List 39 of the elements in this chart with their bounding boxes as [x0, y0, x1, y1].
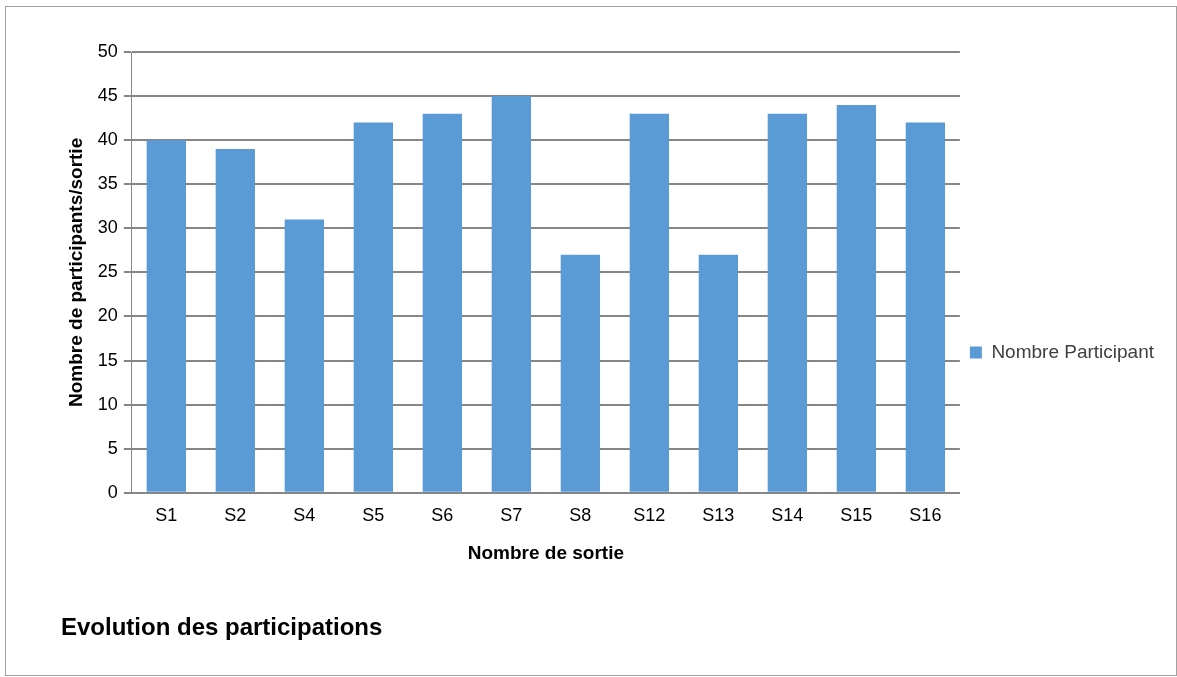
x-tick-label: S7: [500, 504, 523, 525]
bar: [422, 113, 463, 492]
bar: [767, 113, 808, 492]
x-axis-title: Nombre de sortie: [467, 542, 624, 564]
x-tick-label: S4: [293, 504, 316, 525]
bar: [560, 254, 601, 492]
x-tick-label: S6: [431, 504, 454, 525]
x-tick-label: S13: [702, 504, 735, 525]
bar: [146, 140, 186, 492]
bar: [698, 254, 739, 492]
x-tick-label: S5: [362, 504, 385, 525]
y-tick-label: 15: [97, 349, 118, 370]
bar: [284, 219, 324, 492]
x-tick-label: S12: [633, 504, 666, 525]
bar: [905, 122, 946, 492]
x-tick-label: S8: [569, 504, 592, 525]
x-tick-label: S15: [840, 504, 873, 525]
y-tick-label: 30: [97, 217, 118, 238]
y-tick-label: 20: [97, 305, 118, 326]
bar: [491, 96, 532, 492]
bar: [215, 148, 255, 492]
y-tick-label: 10: [97, 393, 118, 414]
x-tick-label: S2: [224, 504, 247, 525]
y-tick-label: 50: [97, 40, 118, 61]
x-tick-label: S16: [909, 504, 942, 525]
legend-label: Nombre Participant: [991, 340, 1155, 362]
y-tick-label: 25: [97, 261, 118, 282]
x-tick-label: S1: [155, 504, 178, 525]
y-tick-label: 35: [97, 173, 118, 194]
y-tick-label: 40: [97, 129, 118, 150]
y-tick-label: 5: [107, 437, 118, 458]
text: Evolution des participations: [61, 613, 383, 641]
x-tick-label: S14: [771, 504, 804, 525]
bar: [629, 113, 670, 492]
bar: [836, 104, 877, 492]
bar: [353, 122, 393, 492]
y-tick-label: 45: [97, 85, 118, 106]
y-tick-label: 0: [107, 481, 118, 502]
y-axis-title: Nombre de participants/sortie: [64, 137, 86, 408]
